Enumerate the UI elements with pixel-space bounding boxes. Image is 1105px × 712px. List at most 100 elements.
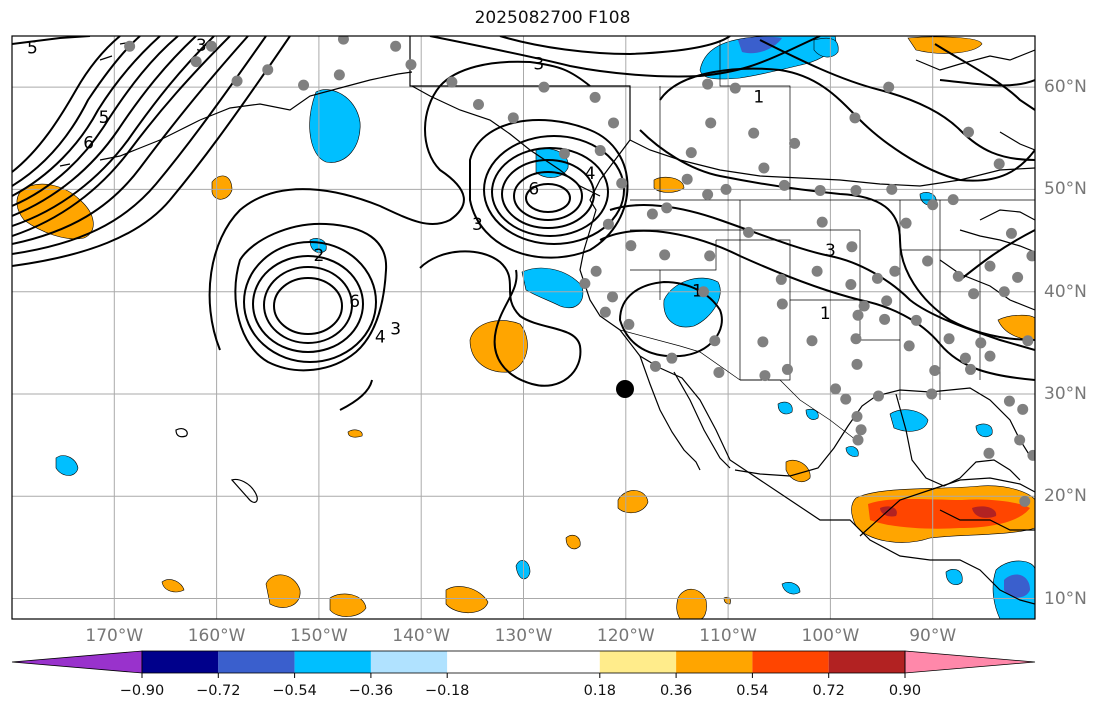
colorbar-tick-label: −0.18: [424, 683, 470, 699]
observation-point: [1019, 495, 1031, 507]
contour-label: 4: [375, 328, 386, 348]
observation-point: [850, 333, 862, 345]
observation-point: [231, 75, 243, 87]
longitude-label: 150°W: [290, 626, 348, 646]
colorbar-tick-label: 0.54: [736, 683, 769, 699]
colorbar-tick-label: 0.18: [583, 683, 616, 699]
observation-point: [781, 363, 793, 375]
observation-point: [649, 360, 661, 372]
longitude-label: 160°W: [187, 626, 246, 646]
longitude-label: 170°W: [85, 626, 144, 646]
observation-point: [758, 162, 770, 174]
observation-point: [1005, 227, 1017, 239]
observation-point: [608, 117, 620, 129]
observation-point: [927, 199, 939, 211]
contour-label: 1: [820, 304, 831, 324]
contour-label: 4: [585, 164, 596, 184]
observation-point: [963, 126, 975, 138]
observation-point: [625, 240, 637, 252]
observation-point: [840, 393, 852, 405]
observation-point: [681, 173, 693, 185]
observation-point: [871, 272, 883, 284]
observation-point: [1027, 449, 1035, 461]
contour-label: 3: [825, 241, 836, 261]
observation-point: [702, 78, 714, 90]
observation-point: [806, 335, 818, 347]
observation-point: [983, 447, 995, 459]
observation-point: [124, 40, 136, 52]
contour-label: 1: [692, 282, 703, 302]
contour-label: 3: [472, 215, 483, 235]
observation-point: [1003, 395, 1015, 407]
longitude-label: 110°W: [699, 626, 757, 646]
contour-label: 3: [533, 55, 544, 75]
observation-point: [262, 64, 274, 76]
observation-point: [659, 249, 671, 261]
latitude-label: 10°N: [1044, 588, 1087, 609]
observation-point: [929, 364, 941, 376]
observation-point: [702, 189, 714, 201]
observation-point: [729, 82, 741, 94]
observation-point: [759, 370, 771, 382]
longitude-label: 130°W: [494, 626, 553, 646]
observation-point: [709, 335, 721, 347]
observation-point: [757, 336, 769, 348]
observation-point: [993, 158, 1005, 170]
colorbar-tick-label: −0.36: [348, 683, 394, 699]
observation-point: [830, 383, 842, 395]
observation-point: [538, 81, 550, 93]
observation-point: [849, 112, 861, 124]
observation-point: [952, 270, 964, 282]
map-title: 2025082700 F108: [474, 8, 631, 28]
colorbar-tick-label: −0.54: [272, 683, 317, 699]
observation-point: [855, 424, 867, 436]
observation-point: [1017, 403, 1029, 415]
observation-points: [124, 36, 1035, 507]
observation-point: [190, 56, 202, 68]
observation-point: [298, 79, 310, 91]
observation-point: [748, 127, 760, 139]
observation-point: [814, 184, 826, 196]
map-frame: [11, 35, 1036, 620]
observation-point: [910, 314, 922, 326]
observation-point: [778, 179, 790, 191]
contour-label: 6: [83, 133, 94, 153]
observation-point: [602, 218, 614, 230]
observation-point: [872, 390, 884, 402]
longitude-label: 120°W: [596, 626, 655, 646]
observation-point: [720, 183, 732, 195]
latitude-label: 40°N: [1044, 281, 1087, 302]
observation-point: [646, 208, 658, 220]
observation-point: [704, 250, 716, 262]
longitude-label: 100°W: [801, 626, 860, 646]
contour-label: 3: [196, 36, 207, 56]
observation-point: [599, 306, 611, 318]
observation-point: [922, 255, 934, 267]
observation-point: [337, 36, 349, 45]
observation-point: [507, 112, 519, 124]
contour-label: 1: [753, 87, 764, 107]
observation-point: [947, 194, 959, 206]
observation-point: [998, 286, 1010, 298]
observation-point: [333, 69, 345, 81]
observation-point: [579, 278, 591, 290]
observation-point: [446, 76, 458, 88]
colorbar-tick-label: 0.72: [812, 683, 845, 699]
colorbar-tick-label: 0.90: [888, 683, 922, 699]
observation-point: [889, 265, 901, 277]
observation-point: [903, 340, 915, 352]
colorbar-tick-label: −0.72: [196, 683, 241, 699]
observation-point: [594, 145, 606, 157]
observation-point: [1012, 271, 1024, 283]
latitude-label: 50°N: [1044, 179, 1087, 200]
observation-point: [405, 59, 417, 71]
observation-point: [851, 410, 863, 422]
observation-point: [883, 81, 895, 93]
observation-point: [1014, 434, 1026, 446]
observation-point: [607, 291, 619, 303]
observation-point: [846, 241, 858, 253]
longitude-label: 90°W: [909, 626, 957, 646]
observation-point: [968, 288, 980, 300]
observation-point: [666, 352, 678, 364]
contour-label: 2: [313, 246, 324, 266]
